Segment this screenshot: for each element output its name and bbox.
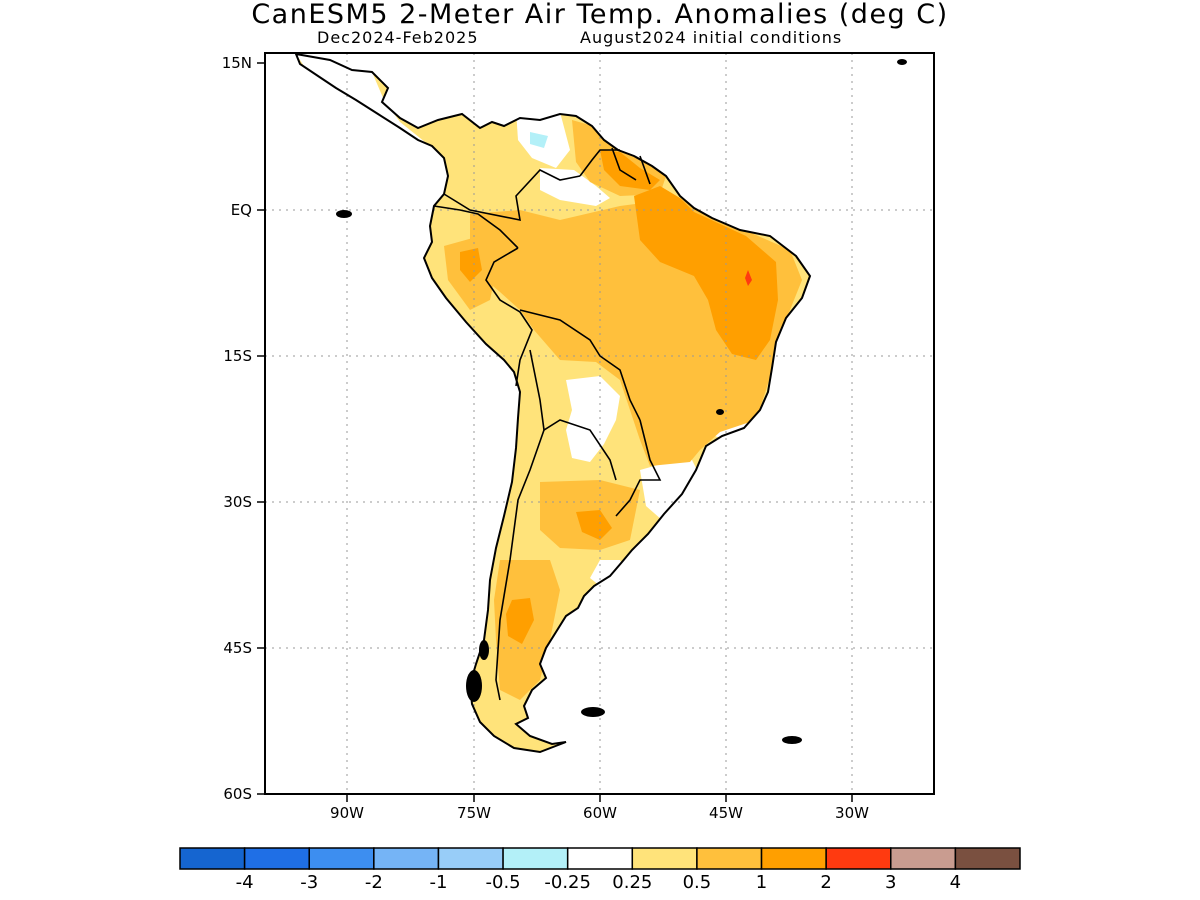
colorbar-swatch bbox=[437, 847, 504, 870]
lon-label-90w: 90W bbox=[330, 804, 364, 822]
colorbar-swatch bbox=[954, 847, 1021, 870]
lat-label-60s: 60S bbox=[223, 785, 252, 803]
country-borders bbox=[433, 147, 662, 701]
lon-label-30w: 30W bbox=[835, 804, 869, 822]
colorbar-label: 2 bbox=[820, 872, 831, 893]
colorbar-swatch bbox=[179, 847, 246, 870]
map-title: CanESM5 2-Meter Air Temp. Anomalies (deg… bbox=[251, 0, 949, 30]
colorbar-swatch bbox=[825, 847, 892, 870]
islands bbox=[336, 59, 907, 744]
colorbar-swatch bbox=[696, 847, 763, 870]
initial-conditions-subtitle: August2024 initial conditions bbox=[580, 28, 843, 47]
colorbar-label: 0.25 bbox=[612, 872, 652, 893]
lon-label-60w: 60W bbox=[583, 804, 617, 822]
colorbar-swatch bbox=[308, 847, 375, 870]
lon-label-45w: 45W bbox=[709, 804, 743, 822]
colorbar-label: 3 bbox=[885, 872, 896, 893]
colorbar-swatch bbox=[373, 847, 440, 870]
colorbar-label: -1 bbox=[429, 872, 447, 893]
colorbar-label: -3 bbox=[300, 872, 318, 893]
longitude-labels: 90W 75W 60W 45W 30W bbox=[330, 804, 869, 822]
colorbar-label: -4 bbox=[236, 872, 254, 893]
colorbar-label: 4 bbox=[950, 872, 961, 893]
colorbar-label: -0.5 bbox=[486, 872, 521, 893]
lat-label-15n: 15N bbox=[222, 54, 252, 72]
lat-label-eq: EQ bbox=[231, 201, 252, 219]
lon-label-75w: 75W bbox=[457, 804, 491, 822]
latitude-labels: 15N EQ 15S 30S 45S 60S bbox=[222, 54, 252, 803]
lat-label-15s: 15S bbox=[223, 347, 252, 365]
colorbar-swatch bbox=[890, 847, 957, 870]
coastline bbox=[295, 53, 907, 753]
colorbar-swatch bbox=[502, 847, 569, 870]
colorbar: -4 -3 -2 -1 -0.5 -0.25 0.25 0.5 1 2 3 4 bbox=[179, 847, 1021, 893]
colorbar-label: -0.25 bbox=[544, 872, 591, 893]
axis-ticks bbox=[257, 62, 853, 802]
colorbar-swatch bbox=[566, 847, 634, 870]
season-subtitle: Dec2024-Feb2025 bbox=[317, 28, 479, 47]
colorbar-swatch bbox=[631, 847, 698, 870]
colorbar-label: -2 bbox=[365, 872, 383, 893]
colorbar-swatch bbox=[243, 847, 310, 870]
colorbar-label: 1 bbox=[756, 872, 767, 893]
colorbar-label: 0.5 bbox=[683, 872, 712, 893]
colorbar-swatch bbox=[760, 847, 827, 870]
lat-label-45s: 45S bbox=[223, 639, 252, 657]
lat-label-30s: 30S bbox=[223, 493, 252, 511]
